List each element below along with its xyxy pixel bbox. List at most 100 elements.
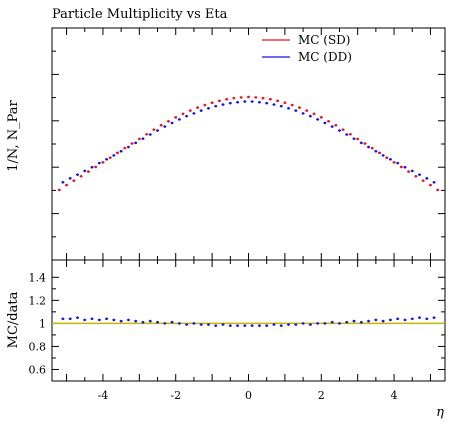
data-point [156, 129, 159, 132]
data-point [83, 169, 87, 173]
data-point [360, 141, 363, 145]
ratio-point [294, 323, 298, 326]
data-point [87, 170, 90, 173]
data-point [108, 156, 112, 159]
data-point [207, 106, 210, 110]
ratio-point [199, 323, 203, 326]
data-point [57, 188, 61, 192]
data-point [385, 156, 389, 159]
data-point [283, 101, 287, 105]
data-point [203, 103, 207, 107]
ratio-point [389, 318, 392, 322]
ratio-point [287, 323, 290, 326]
y-axis-label: 1/N, N_Par [6, 99, 21, 171]
ratio-y-axis-label: MC/data [6, 291, 21, 348]
data-point [68, 177, 72, 180]
data-point [378, 151, 381, 155]
data-point [301, 112, 305, 115]
data-point [192, 112, 196, 115]
data-point [418, 173, 421, 176]
data-point [290, 103, 294, 107]
data-point [134, 141, 137, 145]
main-panel-frame [51, 27, 446, 261]
data-point [159, 123, 163, 127]
data-point [178, 118, 181, 121]
data-point [148, 133, 152, 136]
ratio-point [272, 323, 276, 326]
ratio-point [418, 316, 421, 319]
ratio-points [61, 316, 436, 327]
ratio-point [61, 317, 65, 321]
ratio-y-tick-label: 0.8 [29, 340, 47, 353]
data-point [141, 137, 145, 140]
data-point [101, 161, 105, 164]
data-point [196, 106, 199, 109]
data-point [258, 100, 261, 104]
data-point [341, 128, 345, 131]
data-point [356, 137, 359, 141]
data-point [370, 146, 374, 150]
chart-title: Particle Multiplicity vs Eta [52, 7, 228, 22]
ratio-y-tick-label: 1.2 [29, 294, 47, 307]
ratio-point [178, 322, 181, 325]
ratio-point [134, 319, 137, 323]
ratio-point [381, 319, 385, 323]
ratio-panel: 0.6 0.8 1 1.2 1.4 [29, 259, 446, 382]
data-point [403, 165, 407, 169]
data-point [79, 174, 83, 178]
ratio-point [338, 322, 341, 325]
data-point [414, 174, 418, 178]
data-point [389, 158, 392, 161]
data-point [210, 101, 214, 105]
data-point [174, 116, 178, 119]
data-point [254, 96, 258, 99]
ratio-point [345, 320, 349, 324]
ratio-panel-frame [51, 259, 446, 382]
data-point [407, 170, 410, 173]
main-panel: MC (SD) MC (DD) [51, 27, 446, 261]
ratio-point [360, 320, 363, 324]
ratio-point [105, 317, 108, 321]
data-point [309, 114, 312, 118]
ratio-point [98, 318, 101, 322]
ratio-point [119, 319, 123, 323]
data-point [410, 169, 414, 173]
ratio-point [316, 322, 319, 325]
data-point [367, 145, 370, 149]
data-point [152, 128, 156, 131]
ratio-point [229, 324, 232, 327]
data-point [229, 101, 232, 105]
data-point [123, 146, 127, 150]
ratio-point [112, 318, 116, 322]
ratio-point [170, 320, 174, 324]
data-point [119, 149, 123, 153]
data-point [243, 100, 247, 103]
main-points [57, 95, 440, 192]
ratio-point [374, 318, 378, 322]
ratio-point [432, 316, 436, 319]
ratio-point [301, 322, 305, 325]
data-point [345, 133, 349, 136]
ratio-y-tick-label: 1 [39, 317, 46, 330]
data-point [429, 183, 432, 187]
ratio-point [258, 324, 261, 327]
ratio-point [403, 318, 407, 322]
legend: MC (SD) MC (DD) [262, 33, 352, 64]
data-point [327, 119, 330, 123]
data-point [330, 125, 334, 128]
data-point [294, 109, 298, 112]
data-point [276, 99, 279, 103]
data-point [98, 161, 101, 165]
data-point [279, 104, 283, 108]
data-point [316, 118, 319, 121]
data-point [239, 96, 243, 99]
data-point [352, 137, 356, 140]
ratio-point [214, 324, 218, 327]
data-point [250, 100, 254, 103]
ratio-y-tick-label: 1.4 [29, 271, 47, 284]
data-point [287, 106, 290, 110]
data-point [334, 123, 338, 127]
x-tick-label: -2 [170, 389, 181, 402]
data-point [425, 177, 429, 180]
